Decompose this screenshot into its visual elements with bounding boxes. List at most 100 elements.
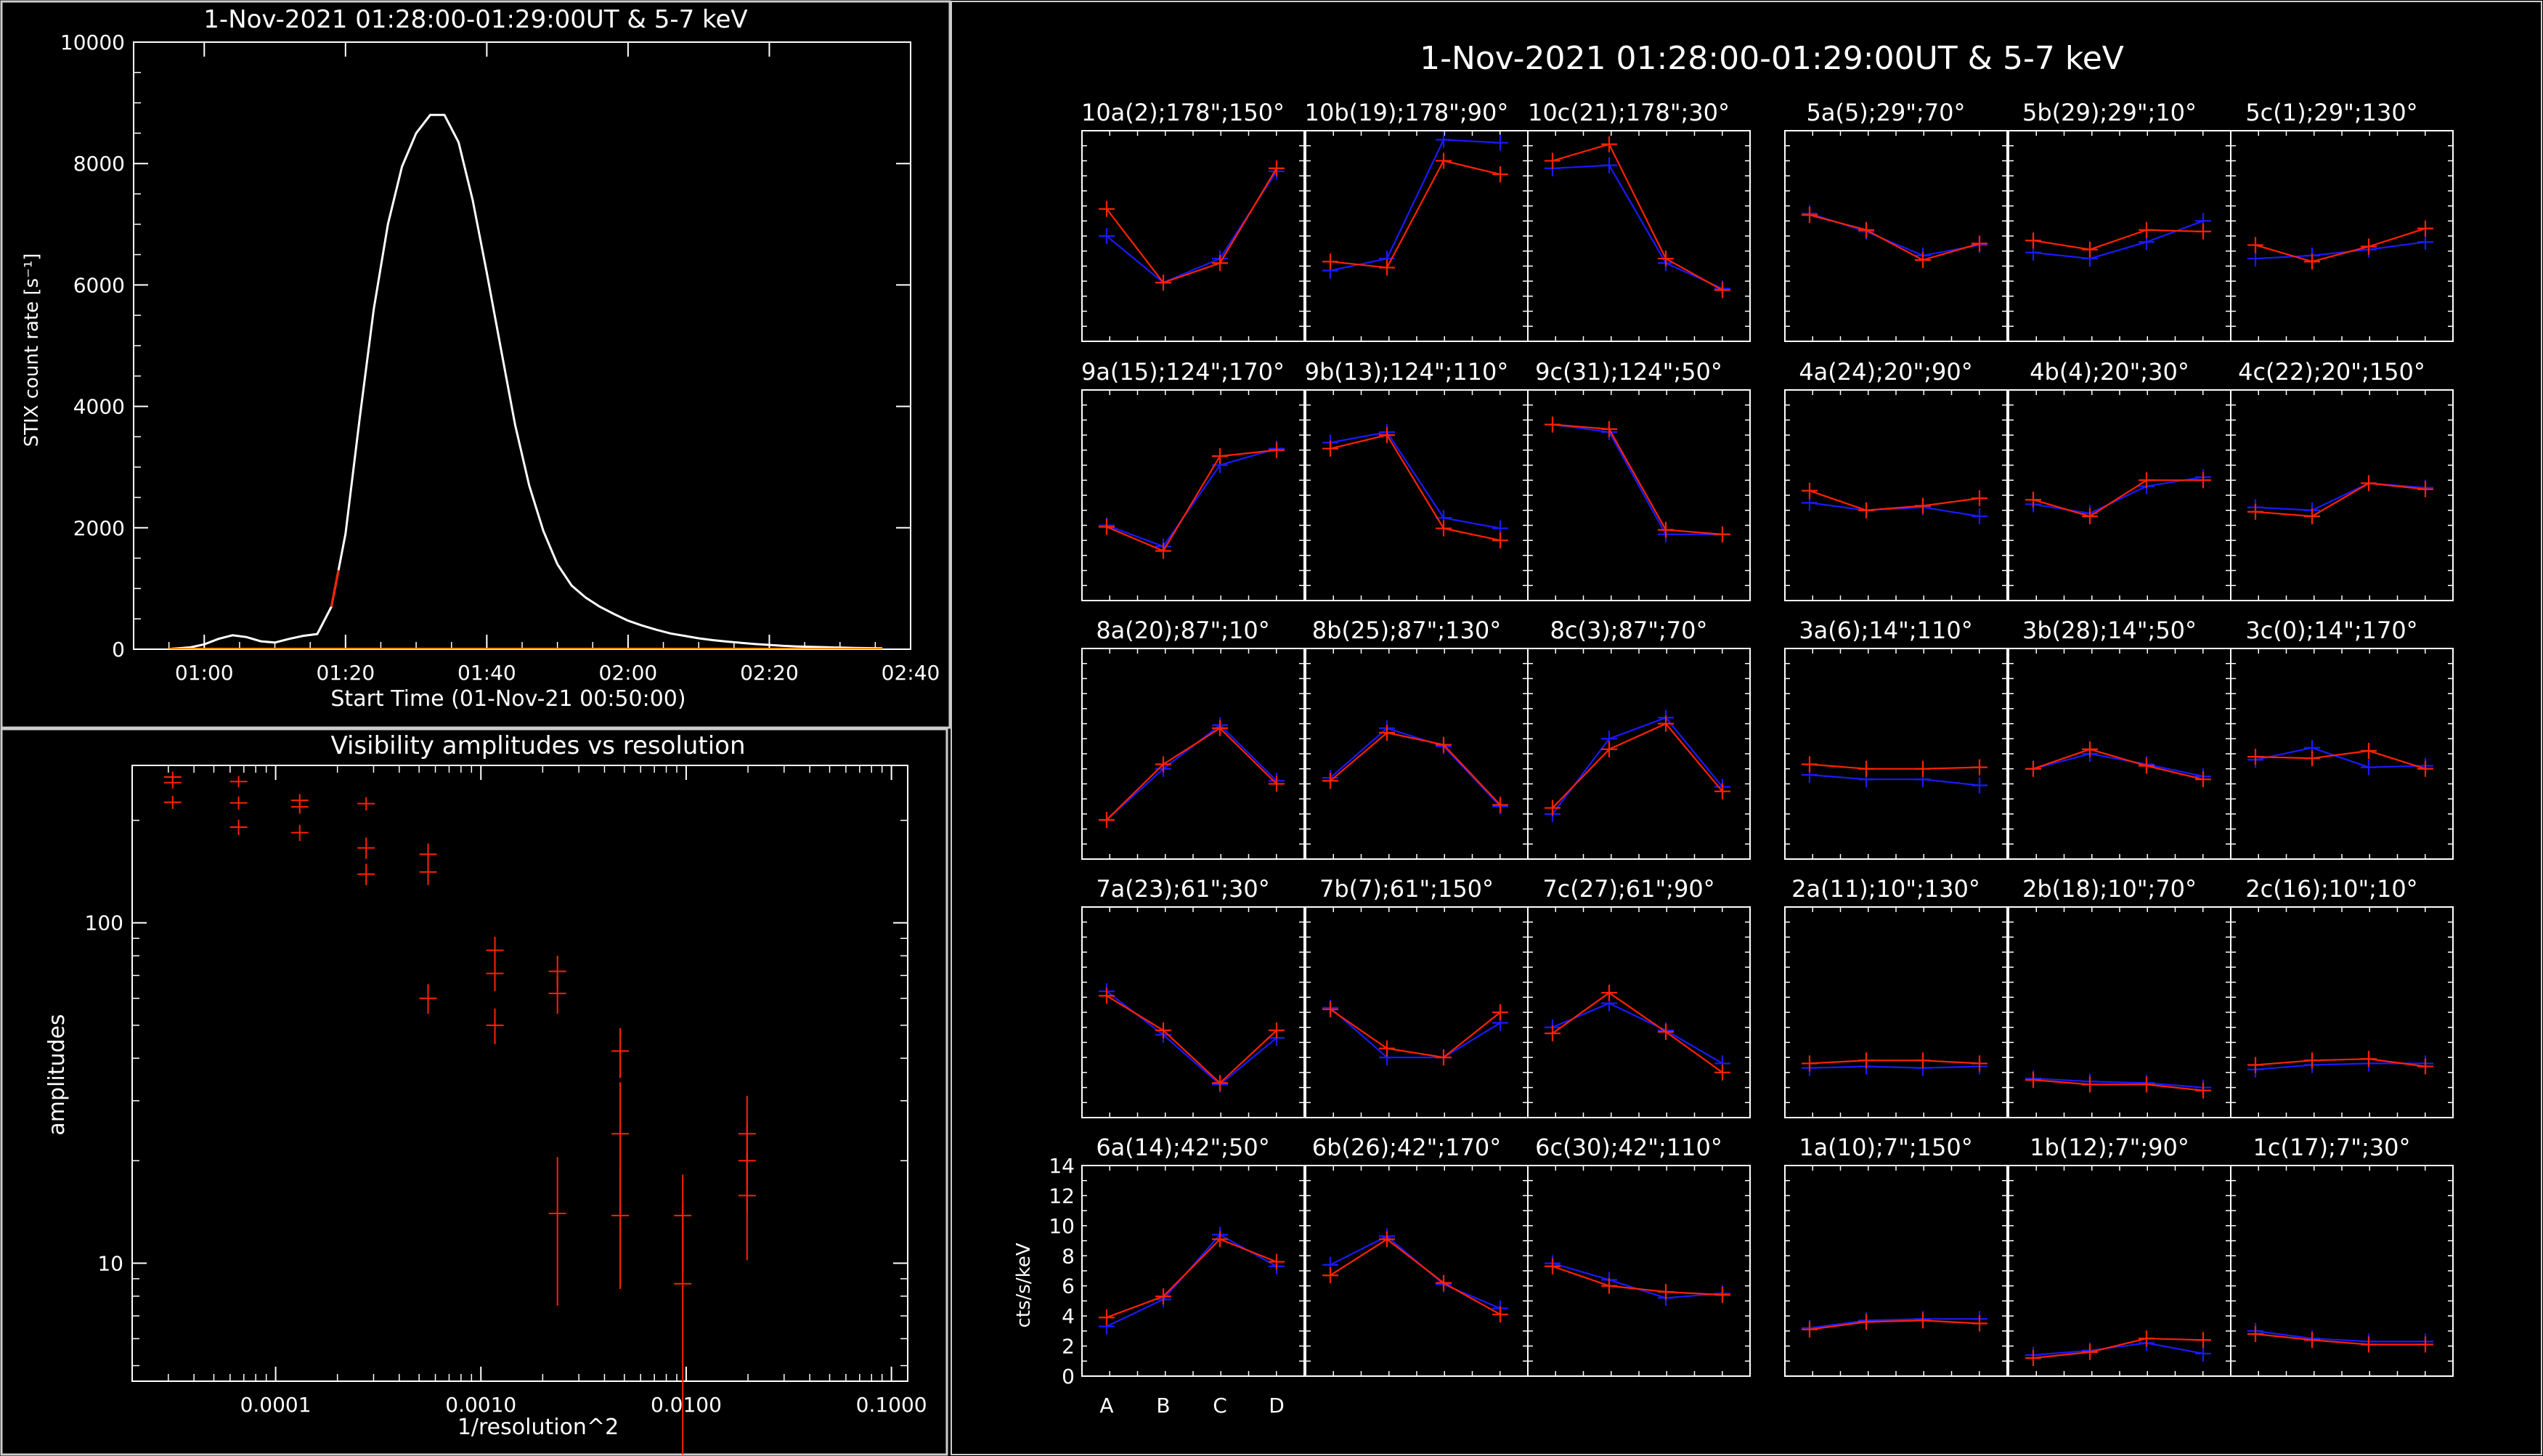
profile-label: 5a(5);29";70° <box>1806 99 1965 126</box>
profile-line-red <box>1552 991 1723 1073</box>
profile-line-blue <box>1330 1235 1501 1309</box>
lightcurve-line <box>168 113 883 651</box>
profile-line-red <box>2033 1079 2204 1091</box>
profile-line-red <box>2255 1333 2425 1346</box>
profile-line-blue <box>1552 423 1722 535</box>
profile-line-red <box>1330 1008 1501 1059</box>
profile-line-red <box>1106 1238 1277 1319</box>
profile-line-red <box>2033 229 2204 251</box>
profile-cell <box>1305 1165 1529 1377</box>
visibility-panel-frame <box>0 728 948 1456</box>
profile-ytick-label: 4 <box>1062 1304 1075 1328</box>
profile-line-red <box>1106 995 1277 1084</box>
profile-label: 10c(21);178";30° <box>1528 99 1730 126</box>
lightcurve-xtick-label: 02:00 <box>599 661 658 685</box>
lightcurve-ytick-label: 10000 <box>60 30 125 54</box>
profile-cell <box>1527 648 1751 860</box>
visibility-title: Visibility amplitudes vs resolution <box>330 731 745 760</box>
profile-line-blue <box>1809 1318 1980 1329</box>
profile-cell <box>2008 648 2231 860</box>
profile-line-red <box>1552 423 1723 535</box>
profiles-ylabel: cts/s/keV <box>1013 1243 1035 1327</box>
profile-line-red <box>1552 143 1723 291</box>
profile-label: 6a(14);42";50° <box>1096 1134 1269 1161</box>
visibility-xtick-label: 0.0010 <box>445 1393 516 1417</box>
lightcurve-chart: 1-Nov-2021 01:28:00-01:29:00UT & 5-7 keV… <box>21 5 940 712</box>
lightcurve-ytick-label: 0 <box>112 638 125 662</box>
profile-ytick-label: 10 <box>1049 1214 1075 1238</box>
profile-cell <box>1081 648 1305 860</box>
profile-ytick-label: 8 <box>1062 1244 1075 1268</box>
profile-cell <box>1527 130 1751 342</box>
profile-line-red <box>1106 727 1277 821</box>
profile-label: 6c(30);42";110° <box>1535 1134 1722 1161</box>
profile-ytick-label: 2 <box>1062 1335 1075 1359</box>
profile-line-blue <box>1552 164 1723 290</box>
profiles-panel-frame <box>951 1 2542 1455</box>
lightcurve-xtick-label: 02:20 <box>740 661 799 685</box>
profile-line-blue <box>1106 447 1277 548</box>
profile-ytick-label: 6 <box>1062 1274 1075 1298</box>
profile-cell <box>1527 906 1751 1118</box>
profiles-title: 1-Nov-2021 01:28:00-01:29:00UT & 5-7 keV <box>1420 40 2124 77</box>
profile-label: 4b(4);20";30° <box>2030 358 2189 386</box>
profile-label: 2a(11);10";130° <box>1791 875 1980 903</box>
profile-cell <box>1081 389 1305 601</box>
lightcurve-ytick-label: 6000 <box>73 273 125 297</box>
profile-label: 3b(28);14";50° <box>2022 617 2197 644</box>
lightcurve-ytick-label: 4000 <box>73 395 125 419</box>
profiles-grid: 1-Nov-2021 01:28:00-01:29:00UT & 5-7 keV… <box>1013 40 2454 1418</box>
profile-category-label: D <box>1269 1394 1285 1418</box>
visibility-xlabel: 1/resolution^2 <box>457 1415 619 1440</box>
profile-line-red <box>1106 449 1277 552</box>
profile-cell <box>2008 389 2231 601</box>
profile-line-blue <box>2255 1062 2425 1070</box>
visibility-ylabel: amplitudes <box>44 1014 70 1135</box>
profile-line-red <box>1330 434 1501 542</box>
profile-cell <box>2008 906 2231 1118</box>
lightcurve-axes <box>133 41 911 650</box>
profile-cell <box>2230 906 2454 1118</box>
profile-ytick-label: 0 <box>1062 1365 1075 1388</box>
profile-category-label: B <box>1156 1394 1170 1418</box>
profile-label: 9a(15);124";170° <box>1081 358 1285 386</box>
visibility-xtick-label: 0.1000 <box>856 1393 927 1417</box>
profile-cell <box>1081 906 1305 1118</box>
profile-line-red <box>1552 1265 1723 1296</box>
profile-label: 5c(1);29";130° <box>2245 99 2417 126</box>
profile-label: 3a(6);14";110° <box>1799 617 1972 644</box>
profile-line-blue <box>2033 1078 2204 1089</box>
profile-line-red <box>1809 1060 1980 1065</box>
visibility-ytick-label: 100 <box>85 911 123 935</box>
profile-cell <box>1305 389 1529 601</box>
lightcurve-xtick-label: 01:20 <box>316 661 375 685</box>
profile-line-red <box>2033 748 2204 781</box>
profile-line-red <box>1330 1238 1501 1316</box>
profile-line-blue <box>1809 773 1980 786</box>
profile-line-red <box>1809 213 1980 261</box>
lightcurve-title: 1-Nov-2021 01:28:00-01:29:00UT & 5-7 keV <box>203 5 747 34</box>
profile-cell <box>1081 130 1305 342</box>
profile-label: 8b(25);87";130° <box>1312 617 1501 644</box>
profile-line-red <box>2255 749 2426 770</box>
profile-label: 7b(7);61";150° <box>1319 875 1494 903</box>
profile-cell <box>1784 130 2008 342</box>
visibility-xtick-label: 0.0001 <box>240 1393 312 1417</box>
profile-cell <box>1784 906 2008 1118</box>
profile-line-red <box>1552 723 1723 809</box>
profile-cell <box>1081 1165 1305 1377</box>
visibility-xtick-label: 0.0100 <box>651 1393 722 1417</box>
profile-label: 2b(18);10";70° <box>2022 875 2197 903</box>
profile-line-blue <box>1330 727 1501 808</box>
profile-line-blue <box>1106 991 1277 1086</box>
lightcurve-highlight <box>330 570 340 607</box>
lightcurve-xlabel: Start Time (01-Nov-21 00:50:00) <box>330 686 685 712</box>
profile-label: 8a(20);87";10° <box>1096 617 1269 644</box>
visibility-axes <box>131 765 908 1382</box>
profile-label: 6b(26);42";170° <box>1312 1134 1501 1161</box>
profile-line-red <box>1106 168 1277 284</box>
profile-line-red <box>1809 489 1980 511</box>
profile-label: 2c(16);10";10° <box>2245 875 2417 903</box>
profile-label: 4c(22);20";150° <box>2238 358 2425 386</box>
profile-label: 5b(29);29";10° <box>2022 99 2197 126</box>
